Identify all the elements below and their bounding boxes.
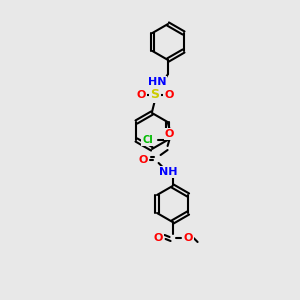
Text: O: O bbox=[165, 129, 174, 139]
Text: NH: NH bbox=[159, 167, 178, 177]
Text: O: O bbox=[184, 233, 193, 243]
Text: Cl: Cl bbox=[142, 135, 153, 145]
Text: O: O bbox=[139, 155, 148, 165]
Text: O: O bbox=[154, 233, 163, 243]
Text: O: O bbox=[164, 90, 174, 100]
Text: HN: HN bbox=[148, 77, 166, 87]
Text: S: S bbox=[151, 88, 160, 101]
Text: O: O bbox=[136, 90, 146, 100]
